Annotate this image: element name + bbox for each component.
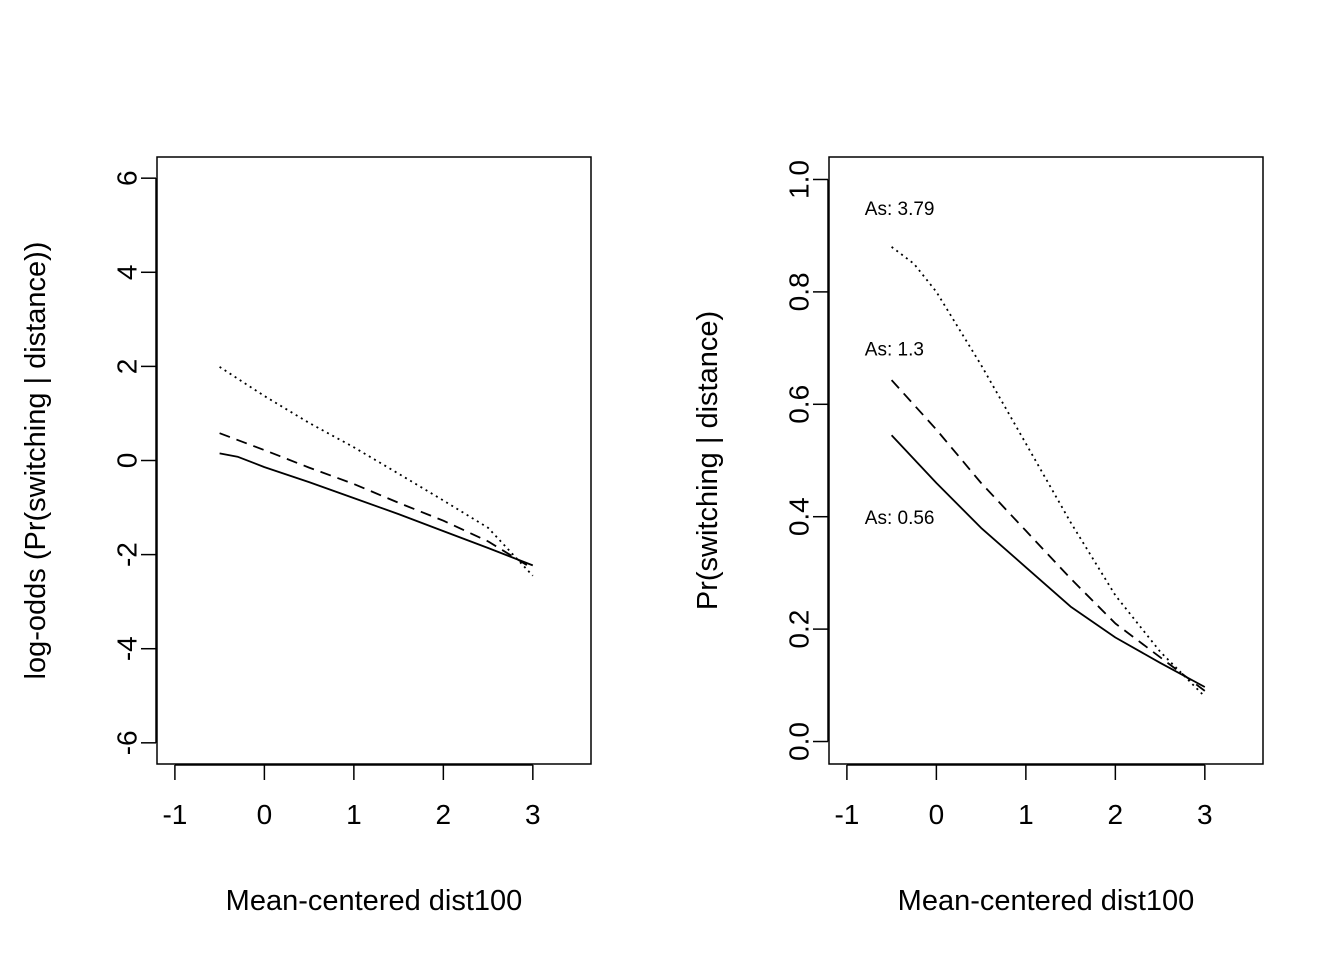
y-axis-title: Pr(switching | distance) xyxy=(692,311,724,610)
annotation-label: As: 0.56 xyxy=(865,508,935,529)
x-tick-label: 3 xyxy=(1197,799,1213,830)
left-panel-log-odds: -1 0 1 2 3 -6 -4 -2 0 2 4 6 Mean-centered dist100 log… xyxy=(20,156,592,917)
right-panel-probability: -1 0 1 2 3 0.0 0.2 0.4 0.6 0.8 1.0 Mean-centered di… xyxy=(692,156,1264,917)
series-line-solid xyxy=(890,434,1206,688)
y-tick-label: 0.0 xyxy=(784,722,815,761)
y-tick-label: 0.6 xyxy=(784,385,815,424)
series-line-dashed xyxy=(890,379,1206,692)
x-tick-label: 3 xyxy=(525,799,541,830)
y-tick-label: -4 xyxy=(112,636,143,661)
y-tick-label: 2 xyxy=(112,359,143,375)
y-tick-label: 0.2 xyxy=(784,610,815,649)
x-tick-label: -1 xyxy=(834,799,859,830)
x-tick-label: -1 xyxy=(162,799,187,830)
series-line-dashed xyxy=(219,432,534,570)
y-tick-label: 0.8 xyxy=(784,272,815,311)
x-tick-label: 0 xyxy=(257,799,273,830)
x-tick-label: 1 xyxy=(346,799,362,830)
x-tick-label: 2 xyxy=(1108,799,1124,830)
x-axis-title: Mean-centered dist100 xyxy=(898,885,1195,917)
y-axis-title: log-odds (Pr(switching | distance)) xyxy=(20,242,52,680)
y-tick-label: 6 xyxy=(112,170,143,186)
series-line-solid xyxy=(219,452,534,567)
x-axis-title: Mean-centered dist100 xyxy=(226,885,523,917)
plot-frame xyxy=(156,156,592,765)
x-tick-label: 0 xyxy=(929,799,945,830)
plot-frame xyxy=(828,156,1264,765)
series-line-dotted xyxy=(219,366,534,577)
x-tick-label: 1 xyxy=(1018,799,1034,830)
y-tick-label: -2 xyxy=(112,542,143,567)
annotation-label: As: 1.3 xyxy=(865,339,924,360)
y-tick-label: 4 xyxy=(112,264,143,280)
y-tick-label: 0 xyxy=(112,453,143,469)
y-tick-label: 0.4 xyxy=(784,497,815,536)
x-tick-label: 2 xyxy=(436,799,452,830)
series-line-dotted xyxy=(891,246,1206,698)
y-tick-label: 1.0 xyxy=(784,160,815,199)
y-tick-label: -6 xyxy=(112,730,143,755)
annotation-label: As: 3.79 xyxy=(865,199,935,220)
